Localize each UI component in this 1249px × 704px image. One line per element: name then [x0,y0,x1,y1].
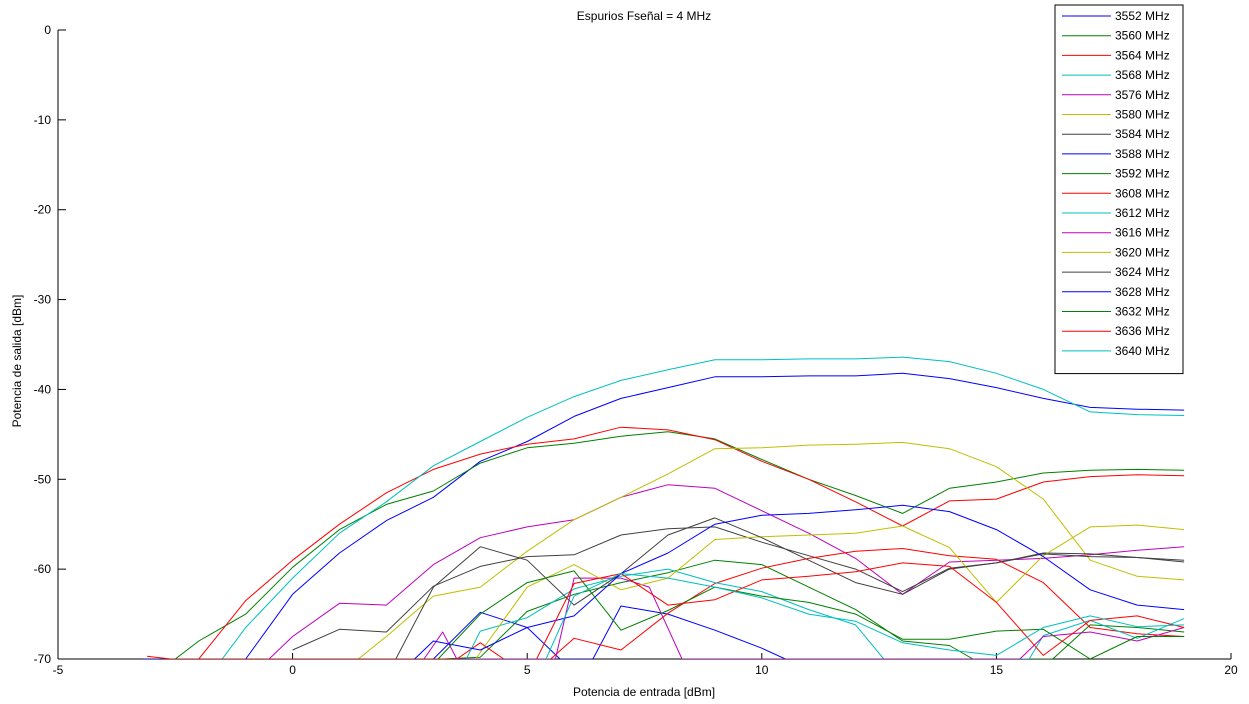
legend-label: 3560 MHz [1115,29,1170,43]
series-line [442,559,1185,659]
y-tick-label: -60 [34,562,52,576]
series-line [395,517,1185,659]
y-tick-label: -70 [34,652,52,666]
x-tick-label: 5 [524,663,531,677]
series-line [221,356,1185,659]
legend-label: 3588 MHz [1115,147,1170,161]
legend-label: 3624 MHz [1115,265,1170,279]
legend-label: 3564 MHz [1115,48,1170,62]
legend-label: 3608 MHz [1115,186,1170,200]
x-tick-label: 15 [990,663,1004,677]
y-axis-label: Potencia de salida [dBm] [10,295,24,428]
legend-label: 3636 MHz [1115,324,1170,338]
y-tick-label: 0 [44,23,51,37]
x-tick-label: 10 [755,663,769,677]
series-line [147,548,1185,659]
legend-label: 3612 MHz [1115,206,1170,220]
x-tick-label: -5 [53,663,64,677]
x-tick-label: 20 [1224,663,1238,677]
legend-label: 3568 MHz [1115,68,1170,82]
series-line [292,526,1185,651]
y-tick-label: -40 [34,382,52,396]
chart-title: Espurios Fseñal = 4 MHz [577,9,711,23]
series-line [174,431,1185,659]
legend-label: 3616 MHz [1115,226,1170,240]
legend-label: 3632 MHz [1115,305,1170,319]
series-layer [142,356,1185,659]
series-line [475,524,1185,659]
series-line [245,372,1185,659]
x-tick-label: 0 [289,663,296,677]
x-axis-label: Potencia de entrada [dBm] [573,685,715,699]
legend-label: 3576 MHz [1115,88,1170,102]
legend-label: 3592 MHz [1115,167,1170,181]
series-line [437,570,1185,659]
series-line [536,562,1185,659]
y-tick-label: -50 [34,472,52,486]
legend-label: 3580 MHz [1115,108,1170,122]
legend-label: 3552 MHz [1115,9,1170,23]
y-tick-label: -10 [34,113,52,127]
series-line [357,441,1185,659]
legend-label: 3628 MHz [1115,285,1170,299]
series-line [423,577,1185,659]
series-line [465,568,1185,659]
y-tick-label: -20 [34,203,52,217]
legend-box [1054,4,1184,375]
y-tick-label: -30 [34,293,52,307]
series-line [414,504,1185,659]
legend-label: 3584 MHz [1115,127,1170,141]
legend-label: 3620 MHz [1115,245,1170,259]
series-line [198,426,1185,659]
legend: 3552 MHz 3560 MHz 3564 MHz 3568 MHz 3576 MHz… [1054,4,1184,375]
series-line [268,484,1185,659]
series-line [142,605,786,659]
legend-label: 3640 MHz [1115,344,1170,358]
series-line [545,573,1185,659]
